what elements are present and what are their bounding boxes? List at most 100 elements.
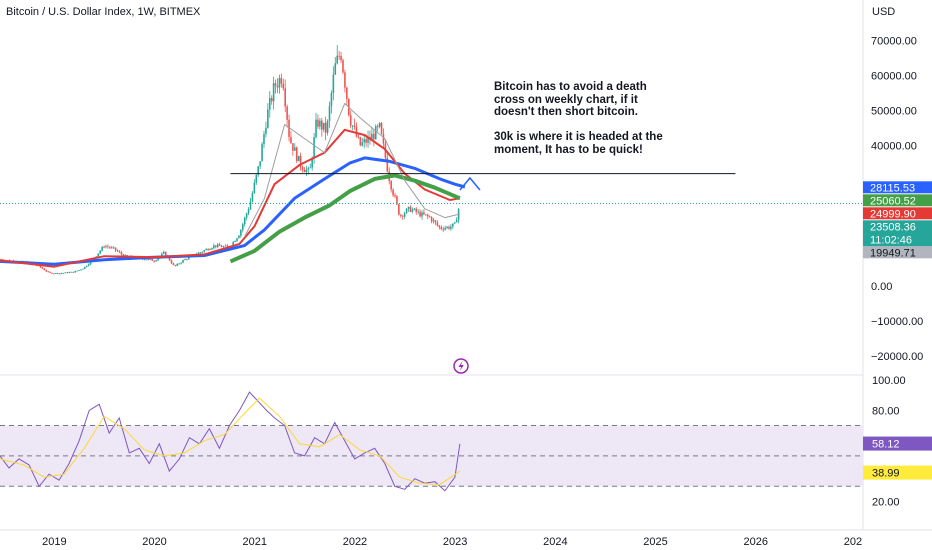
candle-body <box>430 217 433 222</box>
price-axis[interactable]: 70000.0060000.0050000.0040000.0010000.00… <box>871 35 923 508</box>
candle-body <box>284 88 286 107</box>
price-tick-label: 40000.00 <box>871 141 917 153</box>
candle-body <box>153 260 155 262</box>
candle-body <box>295 147 298 162</box>
candle-body <box>353 125 356 127</box>
candle-body <box>376 126 379 128</box>
countdown-text: 11:02:46 <box>870 234 912 246</box>
time-tick-label: 2021 <box>243 536 267 548</box>
rsi-label-badge <box>863 436 932 451</box>
candle-body <box>334 63 337 75</box>
annotation-text[interactable]: Bitcoin has to avoid a death cross on we… <box>494 81 663 156</box>
price-label-text: 23508.36 <box>870 221 916 233</box>
candle-body <box>419 211 421 217</box>
candle-body <box>267 109 269 128</box>
candle-body <box>423 212 425 215</box>
price-pane[interactable] <box>0 45 460 275</box>
time-axis[interactable]: 2019 2020 2021 2022 2023 2024 2025 2026 202 <box>42 536 862 548</box>
candle-body <box>64 272 67 274</box>
candle-body <box>380 122 383 134</box>
candle-body <box>288 119 290 137</box>
candle-body <box>222 246 225 248</box>
candle-body <box>446 226 448 228</box>
candle-body <box>336 55 339 64</box>
candle-body <box>78 269 80 271</box>
candle-body <box>425 214 427 216</box>
price-tick-label: 60000.00 <box>871 70 917 82</box>
candle-body <box>278 78 281 88</box>
candle-body <box>261 144 263 162</box>
candle-body <box>53 273 55 275</box>
candle-body <box>205 249 207 251</box>
candle-body <box>257 166 260 175</box>
candle-body <box>401 215 404 217</box>
candle-body <box>203 250 206 252</box>
candle-body <box>322 122 325 130</box>
price-tick-label: 50000.00 <box>871 106 917 118</box>
candle-body <box>330 92 333 107</box>
candle-body <box>450 226 452 229</box>
candle-body <box>294 147 296 151</box>
candle-body <box>373 133 375 140</box>
candle-body <box>157 258 159 261</box>
candle-body <box>280 78 283 84</box>
candle-body <box>313 137 315 159</box>
candle-body <box>394 195 396 197</box>
arrow-icon[interactable] <box>459 176 481 191</box>
candle-body <box>60 273 63 274</box>
candle-body <box>398 204 400 215</box>
candle-body <box>365 139 367 143</box>
moving-average-grey <box>244 103 461 238</box>
candle-body <box>299 155 302 167</box>
candle-body <box>307 168 310 170</box>
time-tick-label: 2022 <box>343 536 367 548</box>
candle-body <box>363 139 365 143</box>
candle-body <box>209 249 211 251</box>
flash-icon[interactable] <box>453 358 469 374</box>
candle-body <box>182 260 184 263</box>
candle-body <box>149 259 152 260</box>
candle-body <box>218 244 221 247</box>
candle-body <box>253 182 256 193</box>
price-label-badge <box>863 194 932 207</box>
candle-body <box>361 142 364 146</box>
time-tick-label: 2023 <box>443 536 467 548</box>
candle-body <box>338 55 340 57</box>
candle-body <box>168 256 171 261</box>
rsi-line <box>0 391 461 492</box>
candle-body <box>122 254 125 257</box>
candle-body <box>224 245 227 247</box>
time-tick-label: 2026 <box>744 536 768 548</box>
candle-body <box>340 55 342 61</box>
candle-body <box>428 216 431 218</box>
candle-body <box>112 247 115 249</box>
candle-body <box>342 60 344 73</box>
candle-body <box>243 217 246 225</box>
time-tick-label: 202 <box>844 536 862 548</box>
candle-body <box>319 120 321 127</box>
candle-body <box>103 246 105 248</box>
candle-body <box>116 250 119 252</box>
candle-body <box>263 134 265 145</box>
candle-body <box>400 214 402 216</box>
candle-body <box>374 126 377 140</box>
rsi-pane[interactable] <box>0 391 461 492</box>
candle-body <box>346 87 348 99</box>
candle-body <box>317 119 319 127</box>
candle-body <box>178 263 181 265</box>
price-label-badge <box>863 246 932 259</box>
candle-body <box>453 222 456 224</box>
candle-body <box>238 235 240 239</box>
candle-body <box>241 224 244 230</box>
candle-body <box>110 247 113 249</box>
candle-body <box>455 219 458 223</box>
candle-body <box>409 206 412 212</box>
currency-label: USD <box>872 6 896 18</box>
rsi-tick-label: 20.00 <box>872 496 900 508</box>
candle-body <box>207 249 209 251</box>
candle-body <box>282 83 285 89</box>
candle-body <box>216 244 219 247</box>
candle-body <box>270 98 273 102</box>
candle-body <box>180 262 182 264</box>
